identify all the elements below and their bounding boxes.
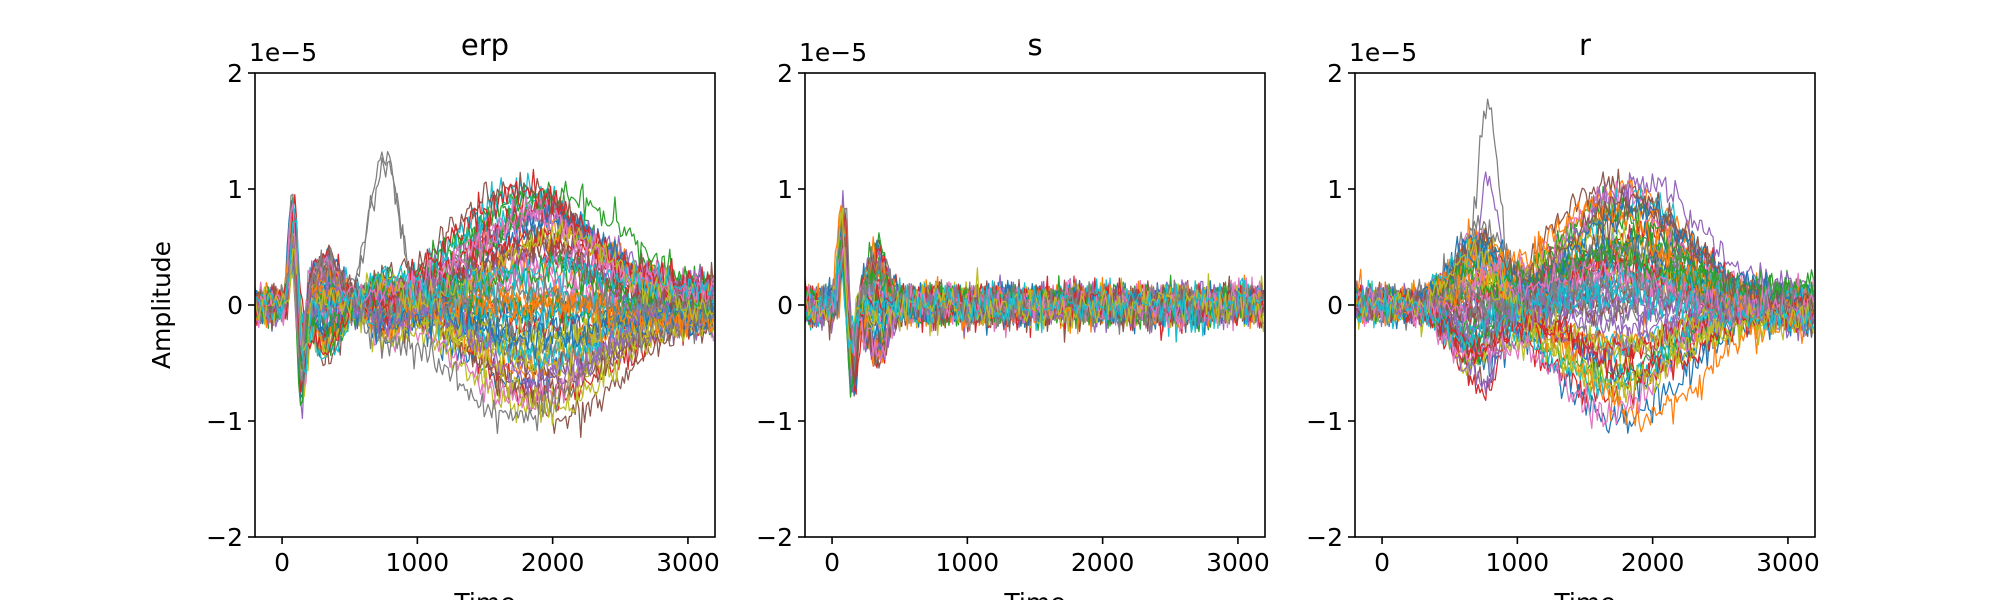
y-tick-label: 1 (777, 175, 793, 204)
traces (254, 150, 715, 439)
panel-title: erp (461, 28, 509, 62)
series-line (254, 233, 715, 359)
series-line (254, 168, 714, 393)
y-tick-label: 2 (227, 59, 243, 88)
x-tick-label: 3000 (1206, 548, 1270, 577)
x-tick-label: 2000 (1071, 548, 1135, 577)
y-tick-label: 0 (777, 291, 793, 320)
axes-frame (804, 72, 1266, 538)
y-tick-label: −2 (756, 523, 793, 552)
axes-frame (254, 72, 716, 538)
y-axis-label: Amplitude (147, 241, 176, 369)
x-tick-label: 0 (274, 548, 290, 577)
series-line (254, 220, 714, 375)
series-line (804, 211, 1265, 353)
y-offset-label: 1e−5 (249, 38, 317, 67)
x-ticks: 0 1000 2000 3000 (1374, 537, 1820, 577)
panel-r: r 1e−5 0 1000 2000 3000 −2 −1 0 1 2 Time (1306, 28, 1820, 600)
y-tick-label: 1 (1327, 175, 1343, 204)
x-axis-label: Time (1003, 588, 1065, 600)
x-tick-label: 1000 (1486, 548, 1550, 577)
y-offset-label: 1e−5 (1349, 38, 1417, 67)
x-ticks: 0 1000 2000 3000 (824, 537, 1270, 577)
series-line (1354, 195, 1814, 325)
x-tick-label: 3000 (656, 548, 720, 577)
traces (804, 189, 1265, 398)
series-line (254, 233, 714, 359)
series-line (1354, 239, 1815, 399)
x-axis-label: Time (1553, 588, 1615, 600)
y-tick-label: 2 (1327, 59, 1343, 88)
y-ticks: −2 −1 0 1 2 (756, 59, 805, 552)
panel-title: s (1027, 28, 1042, 62)
panel-s: s 1e−5 0 1000 2000 3000 −2 −1 0 1 2 Time (756, 28, 1270, 600)
x-tick-label: 0 (1374, 548, 1390, 577)
x-tick-label: 2000 (1621, 548, 1685, 577)
x-tick-label: 1000 (386, 548, 450, 577)
y-tick-label: −1 (756, 407, 793, 436)
traces (1354, 98, 1815, 434)
y-tick-label: 2 (777, 59, 793, 88)
y-tick-label: 0 (1327, 291, 1343, 320)
y-tick-label: 1 (227, 175, 243, 204)
y-tick-label: 0 (227, 291, 243, 320)
y-offset-label: 1e−5 (799, 38, 867, 67)
series-line (254, 243, 715, 399)
x-tick-label: 1000 (936, 548, 1000, 577)
series-line (804, 207, 1264, 353)
y-tick-label: −2 (206, 523, 243, 552)
x-tick-label: 0 (824, 548, 840, 577)
y-tick-label: −1 (1306, 407, 1343, 436)
x-ticks: 0 1000 2000 3000 (274, 537, 720, 577)
series-line (804, 256, 1264, 354)
x-axis-label: Time (453, 588, 515, 600)
y-ticks: −2 −1 0 1 2 (1306, 59, 1355, 552)
x-tick-label: 2000 (521, 548, 585, 577)
series-line (1354, 277, 1814, 350)
y-ticks: −2 −1 0 1 2 (206, 59, 255, 552)
axes-frame (1354, 72, 1816, 538)
x-tick-label: 3000 (1756, 548, 1820, 577)
panel-erp: erp 1e−5 0 1000 2000 3000 −2 −1 0 1 2 Time Ampl… (147, 28, 720, 600)
series-line (254, 202, 714, 347)
panel-title: r (1579, 28, 1591, 62)
y-tick-label: −2 (1306, 523, 1343, 552)
series-line (254, 237, 714, 382)
y-tick-label: −1 (206, 407, 243, 436)
